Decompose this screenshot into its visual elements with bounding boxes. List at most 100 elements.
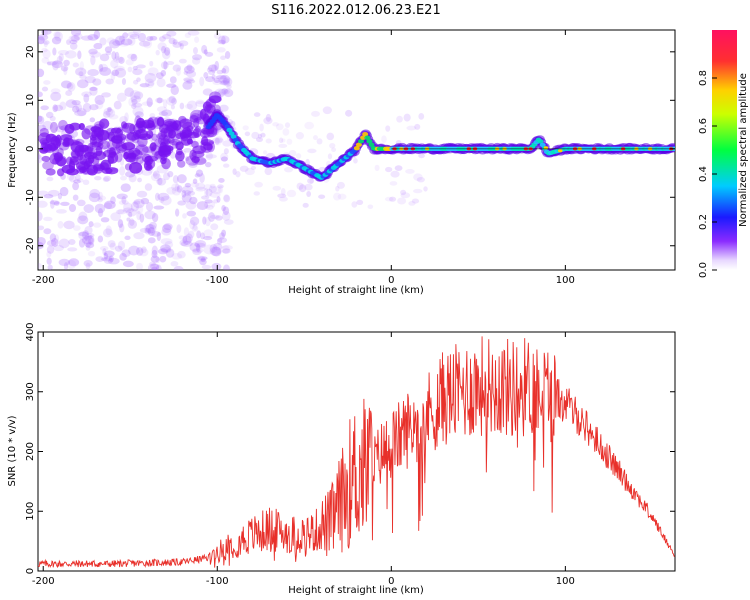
noise-blob — [78, 211, 88, 222]
noise-blob — [205, 188, 213, 197]
noise-blob — [81, 236, 94, 245]
noise-blob — [251, 131, 260, 140]
noise-blob — [160, 69, 166, 77]
noise-blob — [127, 31, 140, 38]
colorbar: 0.0 0.2 0.4 0.6 0.8 Normalized spectral ampl… — [698, 30, 749, 278]
noise-blob — [98, 64, 104, 72]
noise-blob — [151, 231, 161, 237]
noise-blob — [143, 39, 153, 49]
noise-blob — [203, 72, 209, 79]
noise-blob — [89, 51, 101, 58]
noise-blob — [239, 165, 249, 172]
noise-blob — [65, 90, 73, 97]
noise-blob — [218, 185, 224, 194]
noise-blob — [79, 74, 87, 79]
noise-blob — [88, 48, 98, 55]
noise-blob — [84, 235, 89, 241]
noise-blob — [304, 121, 315, 130]
noise-blob — [121, 196, 127, 205]
noise-blob — [111, 51, 117, 60]
spectrogram-ytick-label: -20 — [25, 238, 36, 254]
band-blob — [128, 147, 141, 157]
noise-blob — [184, 32, 192, 39]
noise-blob — [46, 245, 55, 254]
noise-blob — [166, 83, 177, 88]
noise-blob — [141, 101, 154, 106]
noise-blob — [128, 245, 140, 256]
noise-blob — [158, 36, 166, 42]
noise-blob — [38, 154, 43, 164]
noise-blob — [83, 93, 90, 103]
noise-blob — [172, 175, 179, 184]
band-blob — [76, 165, 86, 174]
noise-blob — [84, 238, 92, 248]
colorbar-tick-label: 0.6 — [698, 118, 709, 134]
noise-blob — [284, 166, 294, 173]
noise-blob — [104, 202, 113, 210]
noise-blob — [153, 205, 165, 210]
noise-blob — [147, 237, 156, 244]
noise-blob — [68, 203, 77, 213]
snr-ytick-label: 0 — [25, 568, 36, 574]
noise-blob — [189, 219, 195, 230]
noise-blob — [345, 109, 353, 117]
noise-blob — [164, 240, 174, 249]
noise-blob — [172, 39, 178, 45]
noise-blob — [194, 239, 207, 249]
noise-blob — [216, 249, 222, 255]
noise-blob — [38, 236, 46, 246]
noise-blob — [58, 238, 70, 249]
band-blob — [41, 155, 51, 162]
noise-blob — [66, 259, 77, 269]
noise-blob — [211, 74, 216, 80]
noise-blob — [221, 88, 228, 94]
noise-blob — [307, 148, 317, 154]
noise-blob — [149, 261, 156, 267]
noise-blob — [55, 209, 67, 214]
noise-blob — [196, 201, 209, 210]
spectrogram-ylabel: Frequency (Hz) — [7, 112, 18, 188]
noise-blob — [203, 244, 216, 255]
noise-blob — [186, 210, 197, 217]
noise-blob — [141, 169, 153, 176]
noise-blob — [81, 91, 92, 98]
noise-blob — [117, 240, 126, 251]
noise-blob — [103, 256, 114, 265]
noise-blob — [163, 60, 168, 70]
noise-blob — [206, 67, 213, 73]
noise-blob — [193, 47, 198, 55]
band-blob — [123, 148, 135, 158]
noise-blob — [46, 257, 52, 265]
noise-blob — [95, 256, 105, 262]
noise-blob — [144, 210, 156, 220]
noise-blob — [180, 240, 193, 247]
noise-blob — [63, 59, 70, 67]
noise-blob — [195, 182, 206, 190]
ridge-core — [355, 142, 362, 147]
noise-blob — [50, 238, 59, 247]
noise-blob — [183, 77, 194, 82]
noise-blob — [41, 86, 49, 92]
noise-blob — [81, 35, 94, 41]
noise-blob — [49, 200, 60, 205]
noise-blob — [134, 111, 144, 119]
noise-blob — [110, 59, 119, 69]
colorbar-tick-label: 0.4 — [698, 166, 709, 182]
noise-blob — [156, 106, 168, 113]
noise-blob — [175, 208, 180, 217]
noise-blob — [385, 166, 393, 173]
noise-blob — [38, 115, 45, 125]
noise-blob — [72, 182, 80, 191]
spectrogram-ytick-label: 10 — [25, 94, 36, 107]
noise-blob — [130, 53, 138, 62]
noise-blob — [157, 248, 169, 255]
noise-blob — [207, 64, 218, 72]
band-blob — [199, 129, 211, 138]
noise-blob — [208, 185, 217, 193]
noise-blob — [150, 173, 162, 182]
noise-blob — [216, 238, 223, 245]
noise-blob — [77, 79, 89, 89]
noise-blob — [42, 120, 53, 131]
noise-blob — [216, 47, 226, 53]
band-blob — [171, 141, 179, 149]
